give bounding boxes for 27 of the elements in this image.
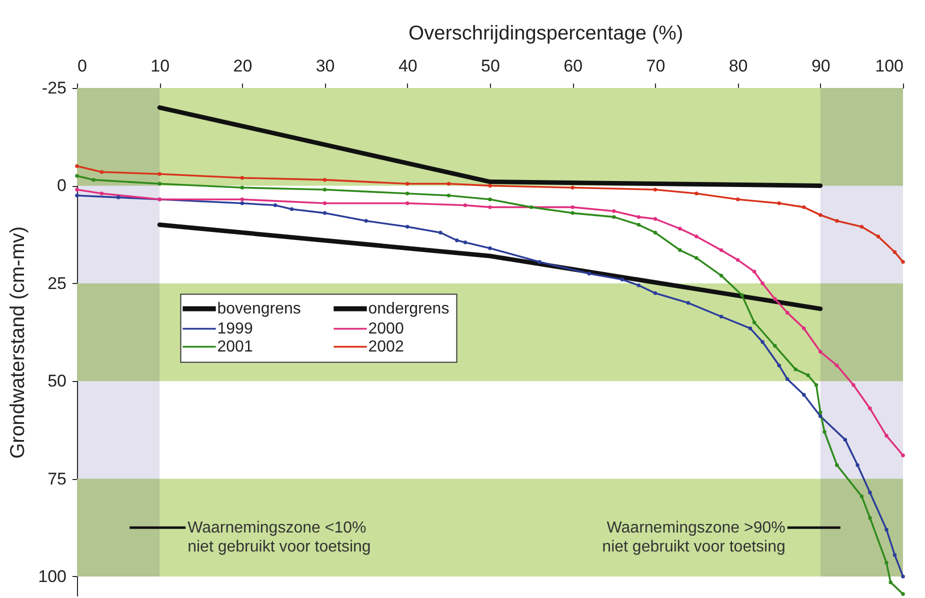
x-tick-label: 40 (398, 56, 418, 76)
y-tick-label: 50 (48, 372, 66, 391)
y-axis-title: Grondwaterstand (cm-mv) (7, 226, 30, 459)
y-tick-label: 100 (38, 566, 66, 586)
legend-label: 2001 (217, 338, 253, 356)
annotation: Waarnemingszone <10% niet gebruikt voor toetsing (188, 520, 371, 556)
x-tick-label: 60 (564, 56, 583, 76)
x-tick-label: 100 (875, 56, 904, 76)
x-tick-label: 90 (811, 56, 830, 76)
x-tick-label: 50 (481, 56, 500, 76)
y-tick-label: 25 (48, 274, 66, 293)
y-tick-label: 75 (48, 469, 66, 488)
legend-label: 1999 (217, 320, 253, 338)
x-tick-label: 80 (728, 56, 748, 76)
annotation: Waarnemingszone >90% niet gebruikt voor toetsing (602, 520, 786, 556)
legend-label: ondergrens (368, 300, 450, 318)
legend-label: 2002 (368, 338, 404, 356)
y-tick-label: -25 (42, 78, 66, 98)
x-tick-label: 0 (78, 56, 87, 76)
x-axis-title: Overschrijdingspercentage (%) (408, 22, 684, 44)
x-tick-label: 70 (646, 56, 666, 76)
x-tick-label: 10 (150, 56, 170, 76)
x-tick-label: 20 (233, 56, 252, 76)
legend-label: bovengrens (217, 300, 301, 318)
legend-label: 2000 (368, 320, 404, 338)
x-tick-label: 30 (316, 56, 335, 76)
y-tick-label: 0 (57, 176, 66, 196)
